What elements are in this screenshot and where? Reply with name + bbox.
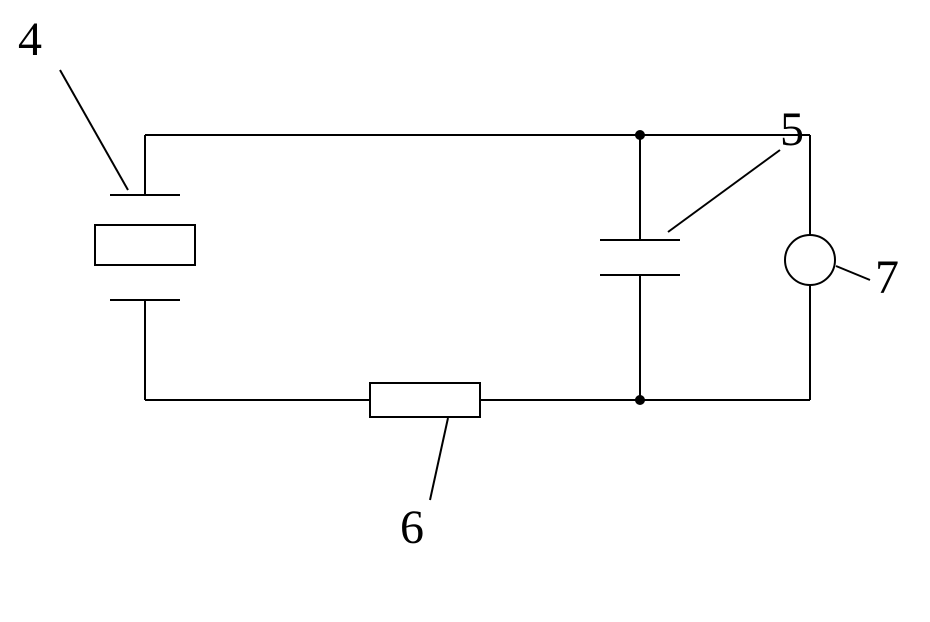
- junction-dot: [635, 395, 645, 405]
- leader-line-6: [430, 418, 448, 500]
- component-6-resistor: [370, 383, 480, 417]
- leader-line-7: [836, 266, 870, 280]
- label-6: 6: [400, 500, 424, 555]
- component-5-capacitor: [600, 235, 680, 280]
- junction-dot: [635, 130, 645, 140]
- component-4-capacitor-box: [95, 185, 195, 320]
- label-4: 4: [18, 12, 42, 67]
- label-7: 7: [875, 250, 899, 305]
- leader-line-5: [668, 150, 780, 232]
- component-7-source: [785, 235, 835, 285]
- circuit-diagram: [0, 0, 930, 622]
- label-5: 5: [780, 102, 804, 157]
- leader-line-4: [60, 70, 128, 190]
